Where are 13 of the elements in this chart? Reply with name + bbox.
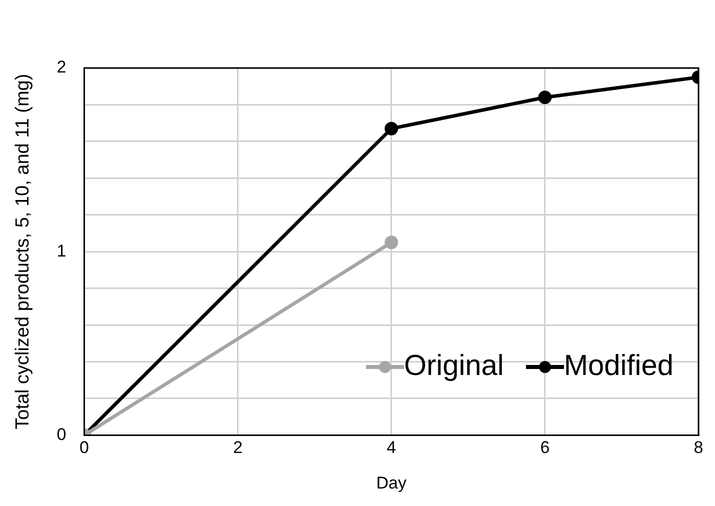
- legend-label: Original: [404, 350, 504, 384]
- y-axis-title: Total cyclized products, 5, 10, and 11 (mg): [12, 74, 34, 430]
- x-tick-label: 8: [694, 438, 704, 458]
- x-tick-label: 2: [233, 438, 243, 458]
- point: [384, 122, 398, 136]
- y-tick-label: 0: [56, 424, 66, 444]
- x-axis-title: Day: [376, 473, 407, 492]
- x-tick-label: 4: [386, 438, 396, 458]
- legend-label: Modified: [564, 350, 674, 384]
- x-tick-label: 6: [540, 438, 550, 458]
- x-tick-label: 0: [80, 438, 89, 458]
- y-tick-label: 1: [56, 241, 66, 260]
- y-tick-label: 2: [56, 58, 66, 77]
